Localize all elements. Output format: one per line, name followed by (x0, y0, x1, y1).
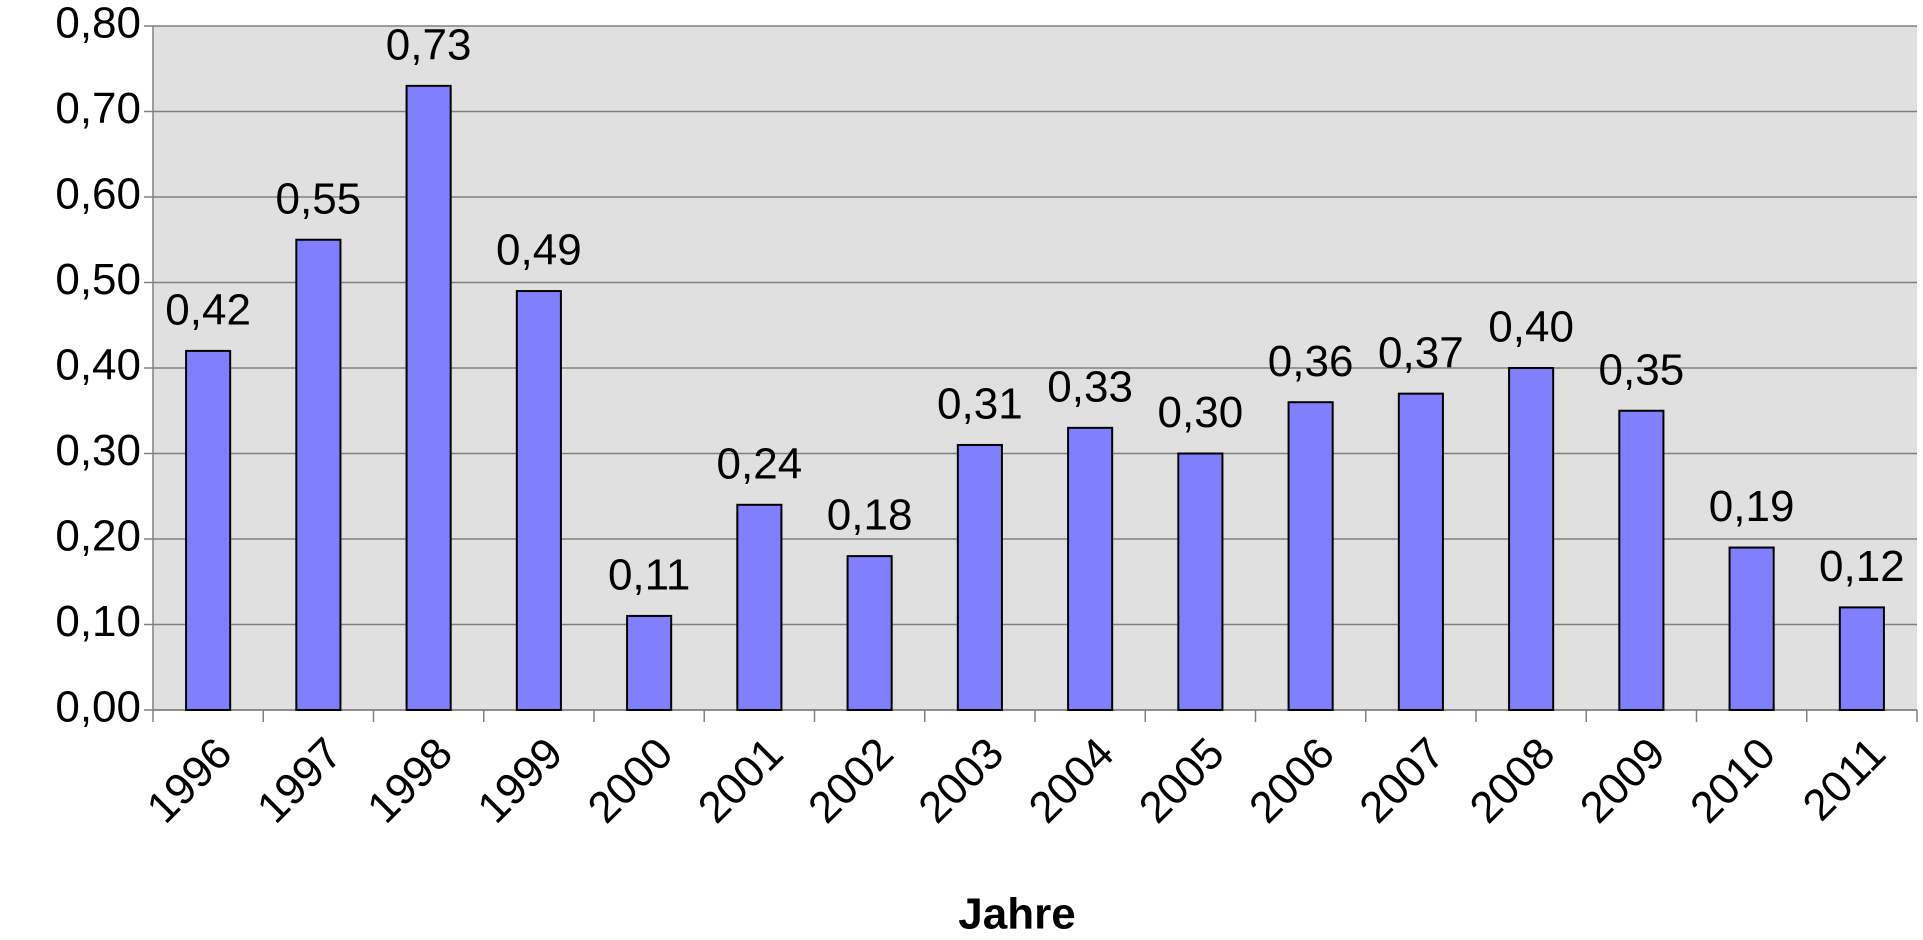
x-tick-label: 1998 (358, 729, 462, 833)
y-tick-label: 0,30 (55, 426, 141, 475)
bar (1838, 606, 1885, 712)
value-label: 0,37 (1378, 328, 1464, 377)
value-label: 0,55 (276, 174, 362, 223)
bar (515, 290, 562, 711)
x-tick-label: 2005 (1130, 729, 1234, 833)
x-tick-label: 2010 (1681, 729, 1785, 833)
value-label: 0,24 (717, 439, 803, 488)
y-tick-label: 0,50 (55, 255, 141, 304)
y-tick-label: 0,60 (55, 170, 141, 219)
x-tick-label: 1997 (248, 729, 352, 833)
value-label: 0,30 (1158, 388, 1244, 437)
y-tick-label: 0,00 (55, 683, 141, 732)
x-tick-label: 2011 (1794, 729, 1896, 831)
value-label: 0,73 (386, 20, 472, 69)
value-label: 0,19 (1709, 482, 1795, 531)
x-tick-label: 2004 (1020, 729, 1124, 833)
x-tick-label: 2008 (1461, 729, 1565, 833)
value-label: 0,11 (608, 551, 690, 600)
y-tick-label: 0,70 (55, 84, 141, 133)
bar (1618, 409, 1665, 711)
y-tick-label: 0,20 (55, 512, 141, 561)
bar (1067, 426, 1114, 711)
bar (295, 238, 342, 711)
y-tick-label: 0,80 (55, 0, 141, 48)
y-tick-label: 0,10 (55, 597, 141, 646)
x-tick-label: 2006 (1240, 729, 1344, 833)
bar (1287, 401, 1334, 711)
value-label: 0,40 (1488, 303, 1574, 352)
x-axis-title: Jahre (958, 890, 1075, 939)
y-tick-label: 0,40 (55, 341, 141, 390)
x-tick-label: 1996 (138, 729, 242, 833)
value-label: 0,33 (1047, 362, 1133, 411)
x-tick-label: 1999 (468, 729, 572, 833)
bar (626, 614, 673, 712)
bar (846, 555, 893, 711)
x-tick-label: 2002 (799, 729, 903, 833)
bar (736, 503, 783, 711)
x-tick-label: 2007 (1350, 729, 1454, 833)
x-tick-label: 2001 (689, 729, 793, 833)
x-tick-label: 2003 (909, 729, 1013, 833)
value-label: 0,42 (165, 286, 251, 335)
bar (1508, 367, 1555, 711)
x-tick-label: 2000 (579, 729, 683, 833)
x-tick-label: 2009 (1571, 729, 1675, 833)
value-label: 0,36 (1268, 337, 1354, 386)
bar (956, 443, 1003, 711)
value-label: 0,31 (937, 380, 1023, 429)
bar (1177, 452, 1224, 711)
bar (1397, 392, 1444, 711)
value-label: 0,12 (1819, 542, 1905, 591)
value-label: 0,49 (496, 226, 582, 275)
bar (405, 84, 452, 712)
value-label: 0,35 (1599, 345, 1685, 394)
bar (185, 349, 232, 711)
value-label: 0,18 (827, 491, 913, 540)
bar (1728, 546, 1775, 711)
